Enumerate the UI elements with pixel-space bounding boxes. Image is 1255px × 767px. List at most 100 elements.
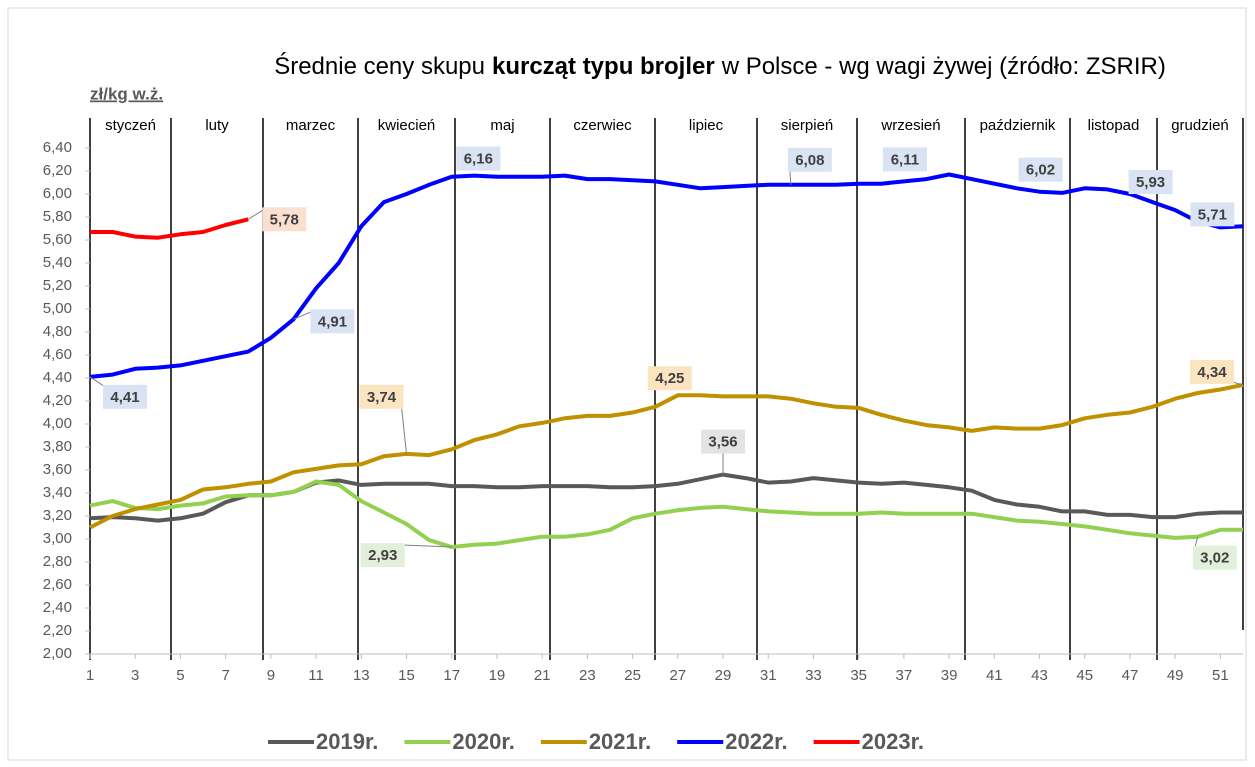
- y-axis-label: zł/kg w.ż.: [90, 84, 163, 103]
- y-tick-label: 5,60: [43, 231, 72, 248]
- data-label: 4,34: [1197, 364, 1227, 381]
- data-label-group: 6,02: [1018, 157, 1063, 182]
- series-line: [90, 217, 249, 240]
- x-tick-label: 41: [986, 667, 1003, 684]
- x-tick-label: 21: [534, 667, 551, 684]
- x-tick-label: 1: [86, 667, 94, 684]
- y-tick-label: 5,40: [43, 254, 72, 271]
- data-label-group: 3,74: [359, 384, 404, 409]
- y-tick-label: 2,40: [43, 599, 72, 616]
- month-label: luty: [205, 117, 229, 134]
- data-label-group: 3,02: [1192, 545, 1237, 570]
- data-label-group: 6,16: [456, 146, 501, 171]
- series-line: [89, 172, 1244, 379]
- title-part: w Polsce - wg wagi żywej (źródło: ZSRIR): [721, 53, 1166, 80]
- label-leader: [789, 169, 792, 185]
- y-tick-label: 4,40: [43, 369, 72, 386]
- data-label: 2,93: [368, 547, 397, 564]
- y-tick-label: 5,00: [43, 300, 72, 317]
- data-label-bg: [1190, 202, 1235, 227]
- month-label: grudzień: [1171, 117, 1229, 134]
- data-label-group: 4,91: [310, 309, 355, 334]
- y-tick-label: 4,60: [43, 346, 72, 363]
- data-label-group: 6,11: [882, 147, 927, 172]
- y-tick-label: 3,20: [43, 507, 72, 524]
- series-line: [89, 382, 1244, 530]
- y-tick-label: 3,40: [43, 484, 72, 501]
- x-tick-label: 5: [176, 667, 184, 684]
- y-tick-label: 5,20: [43, 277, 72, 294]
- y-tick-label: 6,20: [43, 162, 72, 179]
- x-tick-label: 11: [308, 667, 324, 684]
- title-part: Średnie ceny skupu: [274, 52, 485, 80]
- month-label: kwiecień: [378, 117, 436, 134]
- y-tick-label: 2,20: [43, 622, 72, 639]
- data-label-bg: [360, 543, 405, 568]
- month-label: maj: [490, 117, 514, 134]
- data-label-bg: [1192, 545, 1237, 570]
- y-tick-label: 2,60: [43, 576, 72, 593]
- legend-label: 2023r.: [862, 729, 924, 754]
- x-tick-label: 49: [1167, 667, 1184, 684]
- data-label: 6,11: [891, 151, 919, 168]
- y-tick-label: 2,80: [43, 553, 72, 570]
- x-tick-label: 13: [353, 667, 370, 684]
- data-label: 4,91: [318, 313, 347, 330]
- data-label-group: 4,25: [647, 366, 692, 391]
- data-label: 5,71: [1198, 206, 1227, 223]
- data-label-group: 3,56: [701, 429, 746, 454]
- data-label-bg: [456, 146, 501, 171]
- data-label: 6,08: [795, 152, 824, 169]
- month-label: sierpień: [781, 117, 834, 134]
- y-tick-label: 6,40: [43, 139, 72, 156]
- data-label-group: 4,34: [1190, 359, 1234, 384]
- x-tick-label: 9: [267, 667, 275, 684]
- data-label-bg: [882, 147, 927, 172]
- data-label: 4,41: [110, 389, 139, 406]
- month-label: czerwiec: [573, 117, 632, 134]
- legend-label: 2020r.: [452, 729, 514, 754]
- x-tick-label: 19: [489, 667, 506, 684]
- x-tick-label: 33: [805, 667, 822, 684]
- data-label: 3,56: [708, 434, 737, 451]
- data-label-group: 5,93: [1128, 170, 1173, 195]
- data-label: 4,25: [655, 370, 684, 387]
- title-part: kurcząt typu brojler: [492, 53, 715, 80]
- y-tick-label: 4,20: [43, 392, 72, 409]
- data-label: 6,16: [464, 151, 493, 168]
- data-label-bg: [103, 384, 147, 409]
- label-leader: [89, 376, 106, 388]
- x-tick-label: 43: [1031, 667, 1048, 684]
- data-label-bg: [359, 384, 404, 409]
- x-tick-label: 39: [941, 667, 958, 684]
- legend-label: 2022r.: [725, 729, 787, 754]
- data-label-group: 4,41: [103, 384, 147, 409]
- y-tick-label: 4,00: [43, 415, 72, 432]
- legend-label: 2021r.: [589, 729, 651, 754]
- x-tick-label: 45: [1076, 667, 1093, 684]
- data-label-group: 6,08: [787, 147, 832, 172]
- data-label-bg: [701, 429, 746, 454]
- x-tick-label: 3: [131, 667, 139, 684]
- month-label: listopad: [1088, 117, 1140, 134]
- series-line: [89, 479, 1243, 549]
- data-label-group: 5,78: [262, 207, 307, 232]
- month-label: październik: [980, 117, 1056, 134]
- data-label: 6,02: [1026, 162, 1055, 179]
- data-label-bg: [1190, 359, 1234, 384]
- data-label-bg: [647, 366, 692, 391]
- month-label: lipiec: [689, 117, 724, 134]
- data-label-bg: [262, 207, 307, 232]
- data-label-bg: [1128, 170, 1173, 195]
- x-tick-label: 7: [221, 667, 229, 684]
- label-leader: [293, 310, 313, 320]
- x-tick-label: 27: [669, 667, 686, 684]
- label-leader: [402, 544, 452, 548]
- month-label: wrzesień: [880, 117, 940, 134]
- y-tick-label: 3,80: [43, 438, 72, 455]
- x-tick-label: 29: [715, 667, 732, 684]
- x-tick-label: 15: [398, 667, 415, 684]
- chart-title: Średnie ceny skupu kurcząt typu brojler w …: [274, 52, 1166, 80]
- y-tick-label: 3,60: [43, 461, 72, 478]
- x-tick-label: 51: [1212, 667, 1229, 684]
